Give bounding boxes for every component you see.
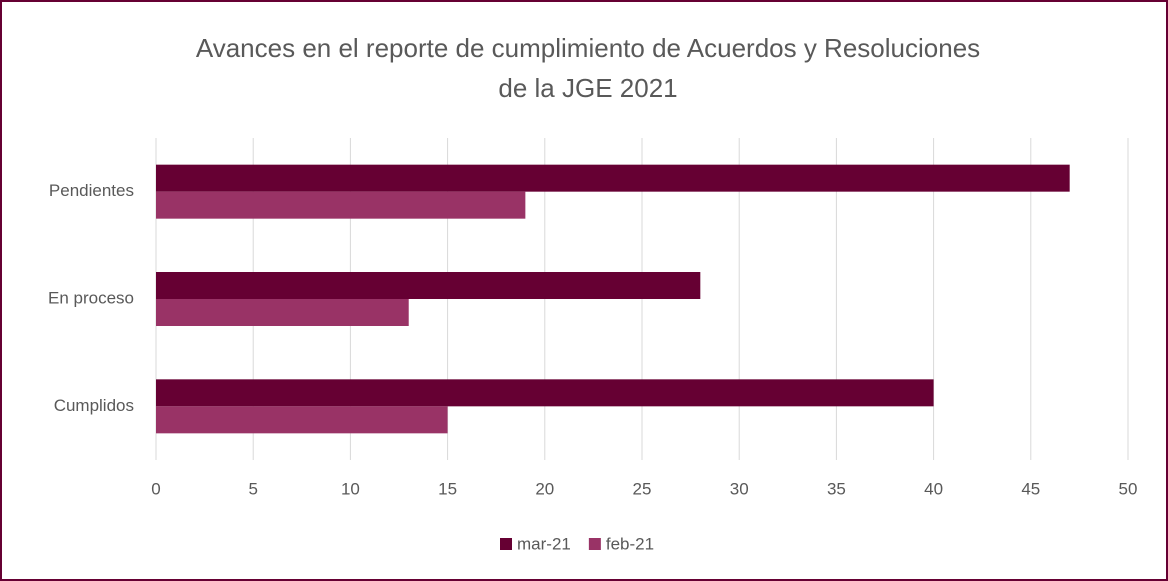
- legend-label: mar-21: [517, 534, 571, 553]
- bar: [156, 299, 409, 326]
- bar: [156, 272, 701, 299]
- x-tick-label: 15: [438, 479, 457, 498]
- legend-label: feb-21: [606, 534, 654, 553]
- x-tick-label: 40: [924, 479, 943, 498]
- x-tick-label: 5: [248, 479, 257, 498]
- legend-swatch: [500, 538, 512, 550]
- x-tick-label: 20: [535, 479, 554, 498]
- x-tick-label: 50: [1119, 479, 1138, 498]
- chart-title: Avances en el reporte de cumplimiento de…: [196, 33, 980, 63]
- bar: [156, 406, 448, 434]
- x-tick-label: 25: [633, 479, 652, 498]
- x-tick-label: 10: [341, 479, 360, 498]
- y-tick-label: Pendientes: [49, 181, 134, 200]
- x-tick-label: 45: [1021, 479, 1040, 498]
- bar: [156, 379, 934, 407]
- chart-subtitle: de la JGE 2021: [498, 73, 677, 103]
- x-tick-label: 30: [730, 479, 749, 498]
- y-tick-label: Cumplidos: [54, 396, 134, 415]
- bar: [156, 191, 526, 219]
- x-tick-label: 0: [151, 479, 160, 498]
- y-tick-label: En proceso: [48, 288, 134, 307]
- x-tick-label: 35: [827, 479, 846, 498]
- legend-swatch: [588, 538, 601, 550]
- bar: [156, 164, 1070, 192]
